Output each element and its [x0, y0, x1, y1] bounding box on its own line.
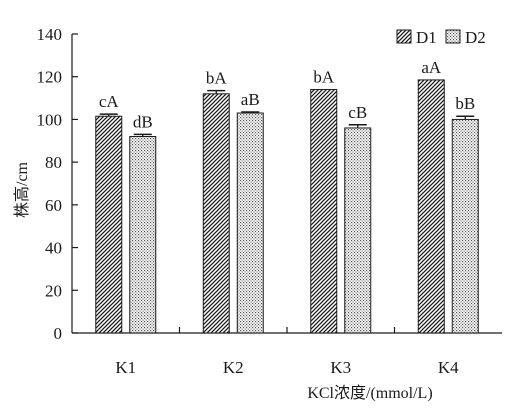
- significance-label: aA: [421, 58, 442, 77]
- x-tick-label: K3: [330, 358, 351, 377]
- bar-d2: [129, 136, 157, 334]
- y-tick-label: 120: [37, 68, 63, 87]
- legend-label-d1: D1: [416, 28, 437, 47]
- significance-label: bA: [206, 69, 228, 88]
- significance-label: bA: [313, 68, 335, 87]
- y-tick-label: 0: [54, 324, 63, 343]
- x-axis-label: KCl浓度/(mmol/L): [307, 384, 432, 402]
- bar-d2: [236, 112, 264, 334]
- bar-d2: [451, 118, 479, 334]
- significance-label: dB: [133, 112, 153, 131]
- y-tick-label: 60: [45, 196, 62, 215]
- x-tick-label: K1: [115, 358, 136, 377]
- bar-d1: [310, 89, 338, 334]
- y-tick-label: 20: [45, 281, 62, 300]
- significance-label: bB: [455, 94, 475, 113]
- legend-label-d2: D2: [465, 28, 486, 47]
- bar-d2: [344, 127, 372, 334]
- significance-label: cB: [348, 103, 367, 122]
- y-tick-label: 100: [37, 110, 63, 129]
- y-axis-label: 株高/cm: [13, 161, 31, 218]
- y-tick-label: 80: [45, 153, 62, 172]
- y-tick-label: 140: [37, 25, 63, 44]
- significance-label: aB: [241, 90, 260, 109]
- bar-d1: [202, 93, 230, 334]
- y-tick-label: 40: [45, 239, 62, 258]
- significance-label: cA: [99, 92, 120, 111]
- plot-area: 0 20 40 60 80 100 120 140 K1 cA dB K2 bA aB K3 bA cB K4 aA…: [37, 25, 502, 377]
- bar-d1: [417, 79, 445, 334]
- x-tick-label: K4: [438, 358, 459, 377]
- legend-swatch-d1: [396, 29, 412, 44]
- bar-d1: [95, 115, 123, 334]
- x-tick-label: K2: [223, 358, 244, 377]
- legend-swatch-d2: [445, 29, 461, 44]
